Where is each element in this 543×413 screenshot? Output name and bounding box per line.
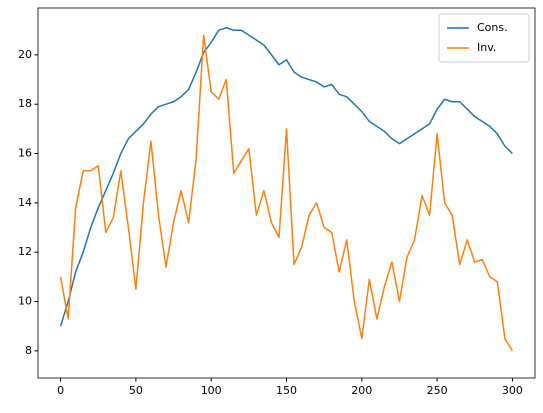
x-tick-label: 100 (201, 384, 222, 397)
line-series (59, 26, 513, 327)
y-tick-label: 14 (18, 196, 32, 209)
y-tick-label: 20 (18, 48, 32, 61)
x-tick-label: 50 (129, 384, 143, 397)
legend-box (438, 13, 530, 63)
y-tick-label: 10 (18, 295, 32, 308)
y-tick-label: 12 (18, 245, 32, 258)
x-tick-label: 300 (502, 384, 523, 397)
plot-frame (37, 7, 536, 379)
y-tick-label: 18 (18, 97, 32, 110)
y-tick-label: 8 (25, 344, 32, 357)
x-tick-label: 250 (427, 384, 448, 397)
x-tick-label: 200 (351, 384, 372, 397)
legend-label: Inv. (477, 41, 496, 54)
x-tick-label: 150 (276, 384, 297, 397)
y-tick-label: 16 (18, 147, 32, 160)
x-tick-label: 0 (57, 384, 64, 397)
legend-label: Cons. (477, 21, 508, 34)
line-series (59, 34, 514, 352)
